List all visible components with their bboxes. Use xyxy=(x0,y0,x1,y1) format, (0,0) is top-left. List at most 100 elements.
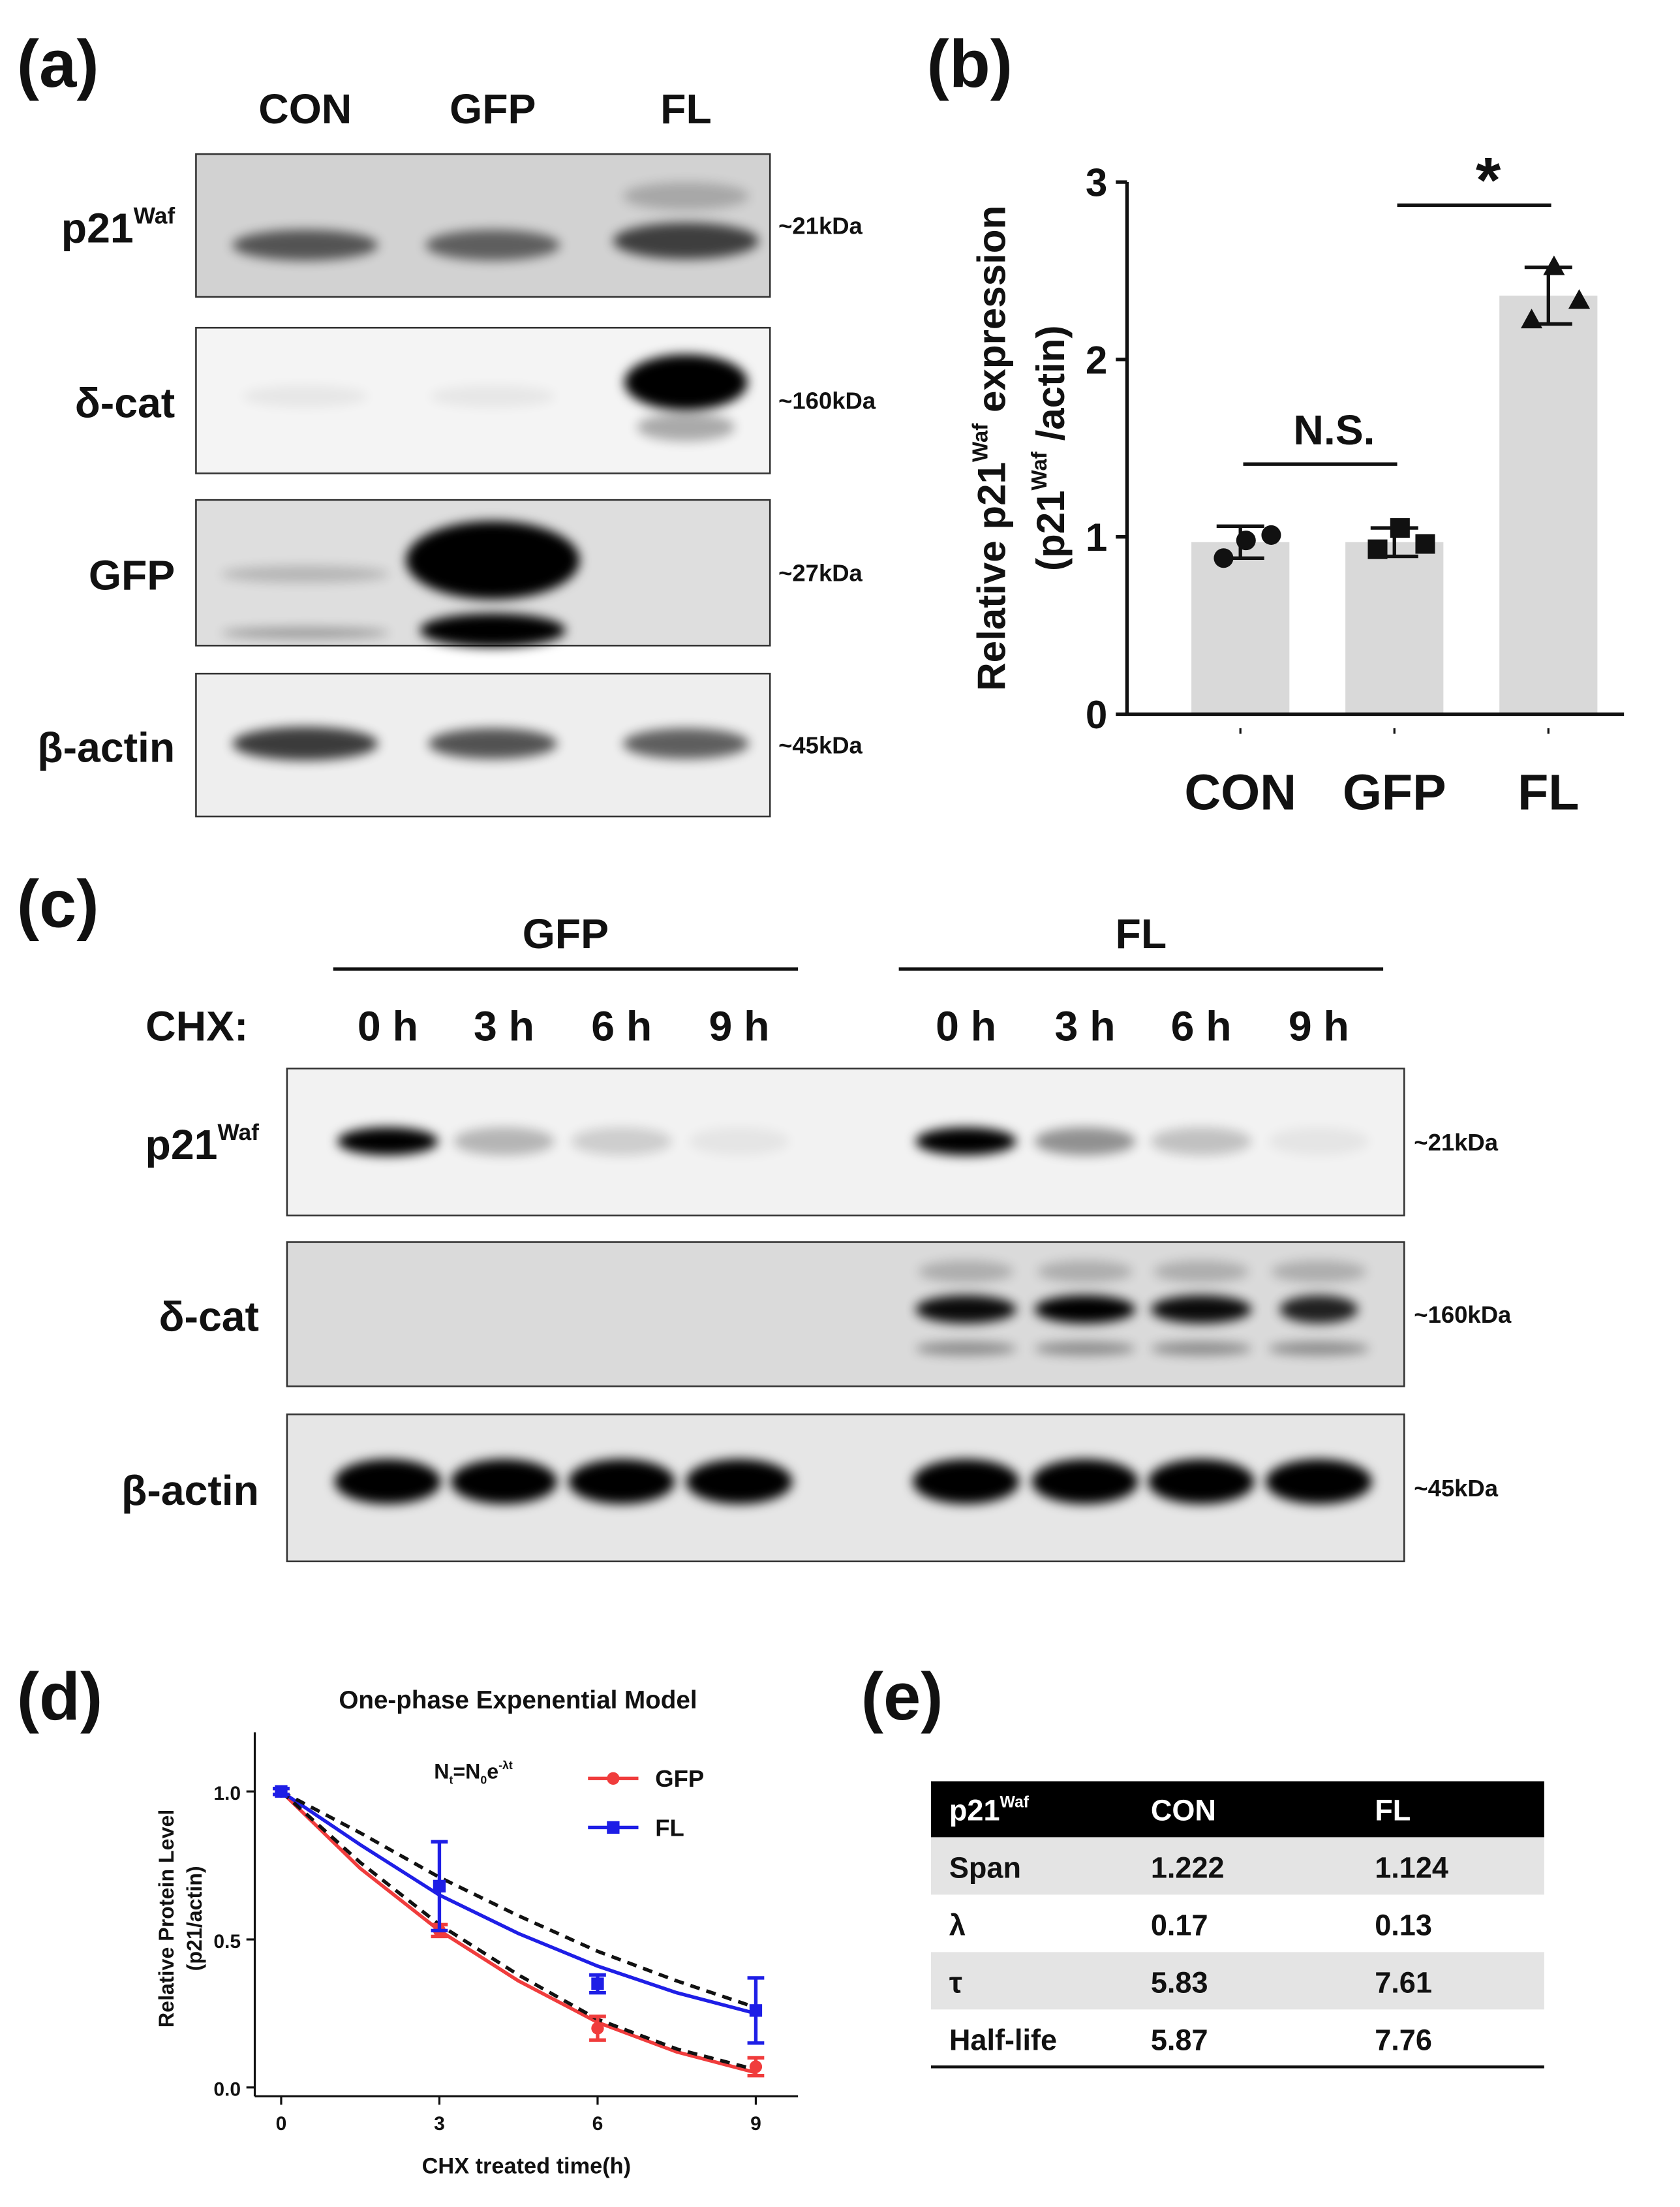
band xyxy=(242,385,369,408)
y-tick-label: 0.0 xyxy=(213,2079,241,2101)
treatment-label: CHX: xyxy=(145,1002,248,1049)
band xyxy=(450,1459,558,1504)
marker xyxy=(1261,525,1281,545)
marker xyxy=(1390,518,1410,538)
y-axis-label: Relative p21Waf expression xyxy=(969,206,1014,691)
x-axis-label: CHX treated time(h) xyxy=(422,2153,631,2178)
band xyxy=(686,1459,793,1504)
table-cell: 1.222 xyxy=(1151,1851,1225,1885)
table-cell: τ xyxy=(949,1966,962,1999)
band xyxy=(1148,1459,1255,1504)
y-tick-label: 1.0 xyxy=(213,1783,241,1804)
row-label: p21Waf xyxy=(61,202,176,251)
marker xyxy=(433,1879,446,1893)
band xyxy=(637,413,735,442)
marker xyxy=(749,2060,763,2073)
y-tick-label: 2 xyxy=(1086,338,1107,382)
band xyxy=(1034,1341,1136,1356)
time-label: 9 h xyxy=(709,1002,770,1049)
panel-label: (b) xyxy=(927,26,1013,101)
table-row-bg xyxy=(930,1837,1544,1895)
band xyxy=(688,1127,790,1156)
size-label: ~21kDa xyxy=(778,212,863,239)
marker xyxy=(591,2022,604,2035)
band xyxy=(232,230,378,261)
chart-title: One-phase Expenential Model xyxy=(339,1686,697,1714)
row-label: δ-cat xyxy=(75,380,175,427)
band xyxy=(420,613,566,647)
band xyxy=(918,1260,1014,1283)
significance-label: N.S. xyxy=(1293,407,1375,454)
marker xyxy=(1521,309,1543,329)
row-label: δ-cat xyxy=(159,1293,258,1340)
table-cell: 7.76 xyxy=(1375,2024,1432,2057)
marker xyxy=(1543,255,1565,275)
legend-label: GFP xyxy=(655,1765,704,1792)
y-axis-label-part: Relative p21 xyxy=(970,462,1014,691)
fit-curve xyxy=(280,1790,757,2072)
table-header: FL xyxy=(1375,1794,1411,1827)
band xyxy=(1031,1459,1138,1504)
row-label: GFP xyxy=(89,551,175,598)
size-label: ~160kDa xyxy=(1414,1301,1512,1328)
band xyxy=(1153,1260,1249,1283)
y-axis-label-part: (p21 xyxy=(1029,490,1073,571)
bar xyxy=(1191,542,1290,715)
y-axis-label: (p21/actin) xyxy=(183,1866,206,1971)
band xyxy=(622,728,750,760)
row-label: p21Waf xyxy=(145,1119,260,1168)
table-header-part: Waf xyxy=(1000,1793,1030,1811)
table-cell: Span xyxy=(949,1851,1021,1885)
equation-part: -λt xyxy=(498,1759,513,1772)
band xyxy=(1265,1459,1372,1504)
table-cell: Half-life xyxy=(949,2024,1057,2057)
table-cell: 0.13 xyxy=(1375,1909,1432,1942)
marker xyxy=(749,2004,763,2017)
band xyxy=(428,728,558,760)
x-tick-label: GFP xyxy=(1343,764,1446,820)
row-label-part: β-actin xyxy=(121,1467,259,1514)
size-label: ~160kDa xyxy=(778,388,876,414)
table-row-bg xyxy=(930,1952,1544,2010)
band xyxy=(1279,1295,1358,1323)
bar xyxy=(1345,542,1444,715)
band xyxy=(406,521,580,600)
lane-label: CON xyxy=(258,85,352,132)
y-axis-label-part: Waf xyxy=(969,423,993,462)
table-cell: 0.17 xyxy=(1151,1909,1208,1942)
band xyxy=(337,1127,438,1156)
band xyxy=(453,1127,555,1156)
marker xyxy=(1568,289,1591,309)
table-header-bg xyxy=(930,1781,1544,1838)
equation-part: =N xyxy=(453,1759,480,1783)
band xyxy=(1034,1295,1136,1323)
legend-label: FL xyxy=(655,1814,684,1841)
row-label-part: p21 xyxy=(145,1121,218,1168)
time-label: 3 h xyxy=(1055,1002,1116,1049)
row-label-part: GFP xyxy=(89,551,175,598)
row-label-part: p21 xyxy=(61,204,134,251)
marker xyxy=(591,1977,604,1990)
lane-label: GFP xyxy=(450,85,536,132)
x-tick-label: 3 xyxy=(434,2113,445,2135)
band xyxy=(1150,1127,1252,1156)
marker xyxy=(1214,548,1234,568)
y-tick-label: 0.5 xyxy=(213,1931,241,1952)
band xyxy=(1268,1127,1369,1156)
y-axis-label-part: expression xyxy=(970,206,1014,424)
time-label: 6 h xyxy=(591,1002,652,1049)
band xyxy=(1150,1341,1252,1356)
x-tick-label: 6 xyxy=(592,2113,603,2135)
equation-part: 0 xyxy=(480,1773,487,1786)
row-label-part: δ-cat xyxy=(159,1293,258,1340)
band xyxy=(915,1341,1016,1356)
fit-curve xyxy=(280,1790,757,2075)
band xyxy=(1268,1341,1369,1356)
y-axis-label: (p21Waf /actin) xyxy=(1028,326,1073,571)
bar xyxy=(1499,295,1598,715)
marker xyxy=(275,1785,288,1798)
row-label: β-actin xyxy=(37,724,175,771)
row-label-part: δ-cat xyxy=(75,380,175,427)
size-label: ~45kDa xyxy=(1414,1475,1498,1502)
equation-part: N xyxy=(434,1759,449,1783)
